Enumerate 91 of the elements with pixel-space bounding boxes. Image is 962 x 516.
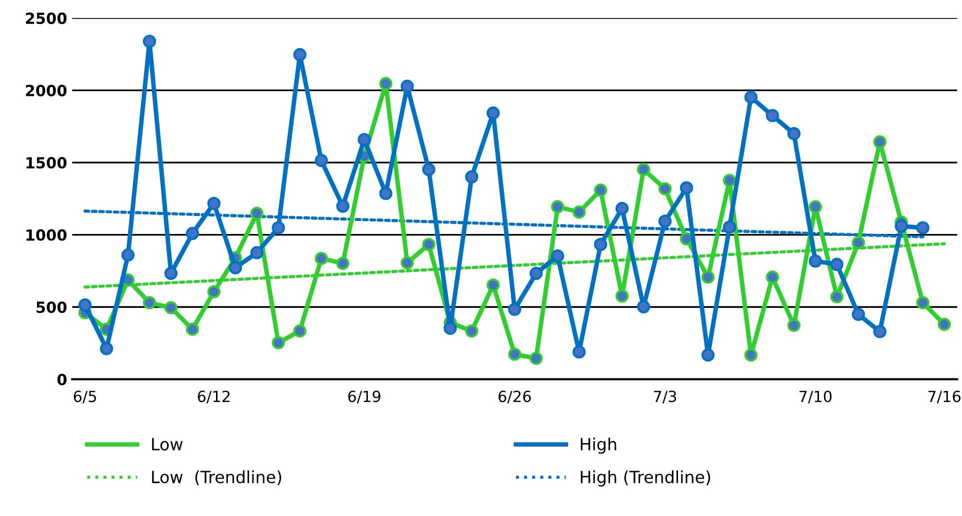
point bbox=[680, 232, 694, 246]
point bbox=[164, 301, 178, 314]
x-tick-label: 6/5 bbox=[74, 390, 96, 404]
point bbox=[572, 345, 586, 359]
point bbox=[701, 348, 715, 362]
point bbox=[701, 270, 715, 284]
y-tick-label: 2500 bbox=[26, 12, 67, 24]
y-tick-label: 1000 bbox=[26, 229, 67, 241]
point bbox=[336, 200, 350, 213]
point bbox=[938, 318, 951, 331]
y-tick-label: 500 bbox=[36, 301, 67, 314]
point bbox=[465, 170, 478, 184]
point bbox=[272, 336, 285, 350]
point bbox=[379, 77, 392, 90]
point bbox=[486, 278, 500, 292]
point bbox=[766, 108, 780, 122]
point bbox=[293, 48, 306, 62]
point bbox=[486, 106, 500, 120]
point bbox=[787, 318, 801, 332]
x-tick-label: 6/19 bbox=[348, 390, 380, 404]
point bbox=[551, 249, 564, 263]
point bbox=[422, 162, 436, 176]
point bbox=[615, 289, 629, 303]
point bbox=[379, 186, 392, 200]
point bbox=[444, 322, 457, 335]
point bbox=[873, 135, 886, 148]
point bbox=[787, 127, 801, 140]
point bbox=[852, 308, 865, 321]
point bbox=[722, 220, 736, 234]
point bbox=[808, 254, 822, 268]
point bbox=[744, 90, 758, 104]
point bbox=[314, 154, 328, 168]
point bbox=[744, 348, 758, 362]
point bbox=[636, 300, 650, 314]
point bbox=[508, 302, 522, 316]
point bbox=[508, 348, 522, 361]
point bbox=[722, 174, 736, 188]
x-tick-label: 6/26 bbox=[498, 390, 531, 404]
point bbox=[594, 238, 608, 252]
point bbox=[422, 238, 436, 252]
point bbox=[465, 324, 478, 338]
point bbox=[852, 236, 865, 250]
y-tick-label: 0 bbox=[57, 374, 67, 386]
point bbox=[658, 214, 672, 228]
point bbox=[916, 221, 930, 234]
point bbox=[551, 200, 564, 214]
x-tick-label: 7/3 bbox=[654, 390, 676, 404]
point bbox=[808, 200, 822, 214]
point bbox=[272, 221, 285, 234]
point bbox=[293, 324, 306, 338]
point bbox=[873, 324, 886, 338]
point bbox=[358, 132, 371, 146]
point bbox=[530, 352, 543, 365]
y-tick-label: 2000 bbox=[26, 84, 67, 96]
point bbox=[100, 342, 114, 356]
point bbox=[336, 256, 350, 270]
point bbox=[400, 256, 414, 270]
point bbox=[658, 182, 672, 196]
point bbox=[78, 298, 92, 312]
point bbox=[594, 184, 608, 197]
point bbox=[894, 220, 908, 233]
point bbox=[228, 261, 242, 274]
legend-label: High bbox=[580, 438, 616, 454]
point bbox=[680, 181, 694, 194]
legend-label: High (Trendline) bbox=[580, 470, 710, 487]
legend-label: Low bbox=[152, 438, 183, 451]
legend-label: Low (Trendline) bbox=[152, 470, 282, 486]
point bbox=[615, 202, 629, 216]
point bbox=[766, 270, 780, 284]
point bbox=[142, 34, 156, 48]
point bbox=[572, 205, 586, 219]
point bbox=[186, 322, 200, 336]
point bbox=[830, 258, 844, 271]
point bbox=[636, 162, 650, 176]
point bbox=[207, 196, 221, 210]
x-tick-label: 7/16 bbox=[928, 390, 960, 404]
point bbox=[207, 285, 221, 298]
x-tick-label: 7/10 bbox=[800, 390, 832, 404]
point bbox=[186, 226, 200, 240]
point bbox=[530, 266, 543, 280]
point bbox=[250, 246, 264, 260]
point bbox=[164, 266, 178, 280]
point bbox=[121, 248, 135, 262]
point bbox=[830, 290, 844, 304]
point bbox=[400, 80, 414, 93]
y-tick-label: 1500 bbox=[26, 157, 67, 169]
point bbox=[250, 206, 264, 220]
point bbox=[142, 296, 156, 310]
point bbox=[314, 252, 328, 266]
point bbox=[916, 296, 930, 310]
x-tick-label: 6/12 bbox=[198, 390, 230, 404]
